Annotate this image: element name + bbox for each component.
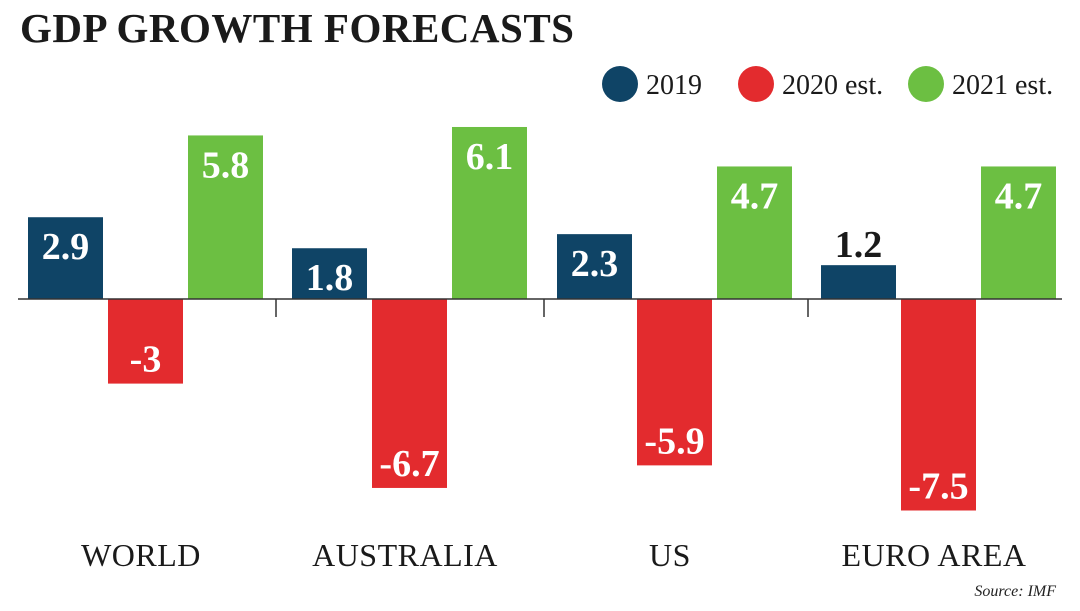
category-label-australia: AUSTRALIA (312, 537, 498, 573)
category-label-world: WORLD (81, 537, 201, 573)
bar-us-2021-est (717, 166, 792, 299)
legend-label-2021-est: 2021 est. (952, 70, 1053, 101)
value-label-world-2019: 2.9 (42, 226, 90, 268)
value-label-euro-area-2021-est: 4.7 (995, 175, 1043, 217)
zero-axis (18, 298, 1062, 317)
bar-world-2021-est (188, 135, 263, 299)
category-label-us: US (649, 537, 691, 573)
category-labels: WORLD AUSTRALIA US EURO AREA (81, 537, 1026, 573)
legend: 2019 2020 est. 2021 est. (602, 66, 1053, 102)
legend-swatch-2021-est (908, 66, 944, 102)
bar-australia-2021-est (452, 126, 527, 299)
bar-euro-area-2019 (821, 265, 896, 299)
legend-swatch-2019 (602, 66, 638, 102)
value-label-euro-area-2019: 1.2 (835, 224, 883, 266)
category-label-euro-area: EURO AREA (842, 537, 1027, 573)
value-label-us-2020-est: -5.9 (644, 420, 704, 462)
value-label-australia-2019: 1.8 (306, 257, 354, 299)
legend-label-2020-est: 2020 est. (782, 70, 883, 101)
bar-us-2019 (557, 234, 632, 299)
value-label-australia-2020-est: -6.7 (379, 443, 439, 485)
bars: 2.9 -3 5.8 1.8 -6.7 6.1 2.3 -5.9 4.7 1.2 -7.5 4.7 (28, 126, 1056, 511)
value-label-world-2020-est: -3 (130, 339, 162, 381)
bar-world-2020-est (108, 299, 183, 384)
chart-title: GDP GROWTH FORECASTS (20, 5, 575, 51)
bar-australia-2019 (292, 248, 367, 299)
bar-australia-2020-est (372, 299, 447, 488)
value-label-australia-2021-est: 6.1 (466, 136, 514, 178)
source-note: Source: IMF (974, 583, 1056, 600)
bar-euro-area-2021-est (981, 166, 1056, 299)
value-label-world-2021-est: 5.8 (202, 144, 250, 186)
bar-world-2019 (28, 217, 103, 299)
bar-us-2020-est (637, 299, 712, 466)
legend-swatch-2020-est (738, 66, 774, 102)
legend-label-2019: 2019 (646, 70, 702, 101)
bar-euro-area-2020-est (901, 299, 976, 511)
value-label-us-2021-est: 4.7 (731, 175, 779, 217)
value-label-us-2019: 2.3 (571, 243, 619, 285)
value-label-euro-area-2020-est: -7.5 (908, 466, 968, 508)
